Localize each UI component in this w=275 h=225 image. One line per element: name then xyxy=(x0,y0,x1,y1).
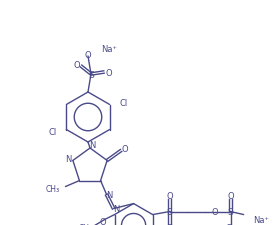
Text: O: O xyxy=(106,68,112,77)
Text: N: N xyxy=(106,190,113,199)
Text: CH₃: CH₃ xyxy=(45,184,59,193)
Text: O: O xyxy=(166,223,173,225)
Text: Na⁺: Na⁺ xyxy=(101,45,117,54)
Text: Na⁺: Na⁺ xyxy=(253,215,269,224)
Text: O⁻: O⁻ xyxy=(225,223,236,225)
Text: S: S xyxy=(167,207,172,216)
Text: O: O xyxy=(122,144,128,153)
Text: O: O xyxy=(99,217,106,225)
Text: Cl: Cl xyxy=(48,127,56,136)
Text: Cl: Cl xyxy=(120,99,128,108)
Text: N: N xyxy=(65,154,71,163)
Text: S: S xyxy=(88,70,94,79)
Text: N: N xyxy=(89,141,95,150)
Text: O: O xyxy=(211,207,218,216)
Text: O: O xyxy=(85,50,91,59)
Text: CH₃: CH₃ xyxy=(78,223,92,225)
Text: O: O xyxy=(166,191,173,200)
Text: N: N xyxy=(113,204,120,213)
Text: O: O xyxy=(74,60,80,69)
Text: S: S xyxy=(228,207,233,216)
Text: O: O xyxy=(227,191,234,200)
